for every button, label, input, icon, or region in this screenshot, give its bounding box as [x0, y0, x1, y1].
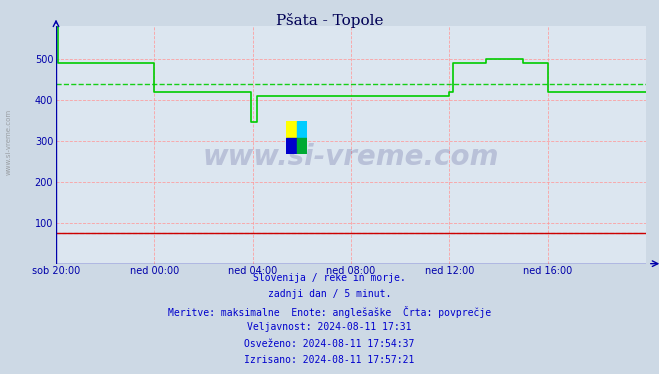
Text: Veljavnost: 2024-08-11 17:31: Veljavnost: 2024-08-11 17:31: [247, 322, 412, 332]
Text: www.si-vreme.com: www.si-vreme.com: [5, 109, 12, 175]
Bar: [286, 138, 297, 154]
Bar: [297, 138, 307, 154]
Text: www.si-vreme.com: www.si-vreme.com: [203, 143, 499, 171]
Bar: [297, 121, 307, 138]
Text: Pšata - Topole: Pšata - Topole: [275, 13, 384, 28]
Text: Izrisano: 2024-08-11 17:57:21: Izrisano: 2024-08-11 17:57:21: [244, 355, 415, 365]
Text: Osveženo: 2024-08-11 17:54:37: Osveženo: 2024-08-11 17:54:37: [244, 339, 415, 349]
Text: Meritve: maksimalne  Enote: anglešaške  Črta: povprečje: Meritve: maksimalne Enote: anglešaške Čr…: [168, 306, 491, 318]
Text: zadnji dan / 5 minut.: zadnji dan / 5 minut.: [268, 289, 391, 300]
Text: Slovenija / reke in morje.: Slovenija / reke in morje.: [253, 273, 406, 283]
Bar: [286, 121, 297, 138]
